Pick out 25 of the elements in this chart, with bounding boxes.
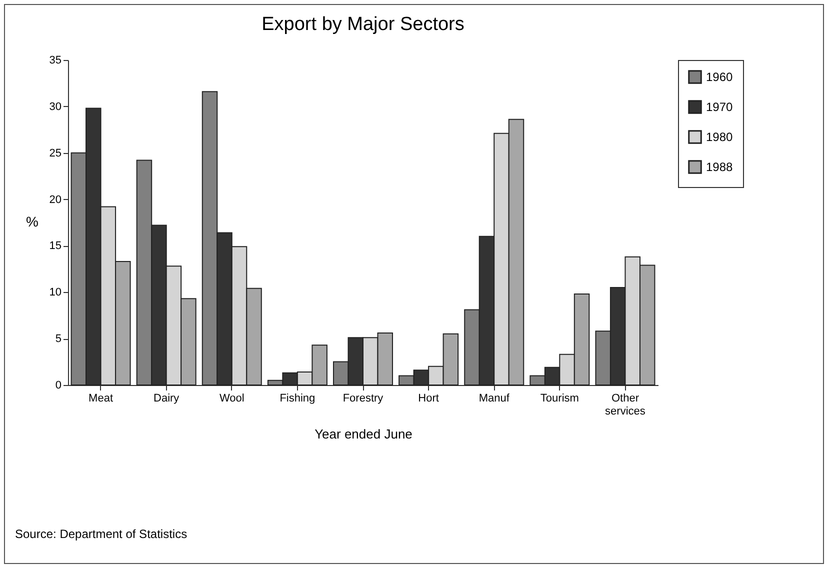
x-tick-label: Other services xyxy=(605,392,646,418)
y-tick-label: 5 xyxy=(55,333,62,346)
legend-label: 1970 xyxy=(706,100,734,114)
y-tick-label: 10 xyxy=(49,286,62,299)
x-tick-label: Dairy xyxy=(153,392,180,404)
legend-label: 1980 xyxy=(706,130,734,144)
legend-label: 1960 xyxy=(706,70,734,84)
x-axis-title: Year ended June xyxy=(314,426,412,442)
chart-title: Export by Major Sectors xyxy=(262,14,464,35)
x-tick-label: Forestry xyxy=(342,392,384,404)
y-tick-label: 25 xyxy=(49,147,62,160)
y-axis-title: % xyxy=(26,214,38,230)
y-tick-label: 20 xyxy=(49,194,62,206)
y-tick-label: 0 xyxy=(55,380,62,392)
y-tick-label: 30 xyxy=(49,100,62,113)
x-tick-label: Manuf xyxy=(478,392,510,404)
source-note: Source: Department of Statistics xyxy=(15,527,188,541)
legend-label: 1988 xyxy=(706,160,734,174)
x-tick-label: Wool xyxy=(219,392,244,404)
x-tick-label: Hort xyxy=(418,392,439,404)
y-tick-label: 15 xyxy=(49,240,62,252)
x-tick-label: Tourism xyxy=(540,392,579,404)
x-tick-label: Fishing xyxy=(280,392,316,404)
x-tick-label: Meat xyxy=(88,392,114,404)
y-tick-label: 35 xyxy=(49,54,62,66)
